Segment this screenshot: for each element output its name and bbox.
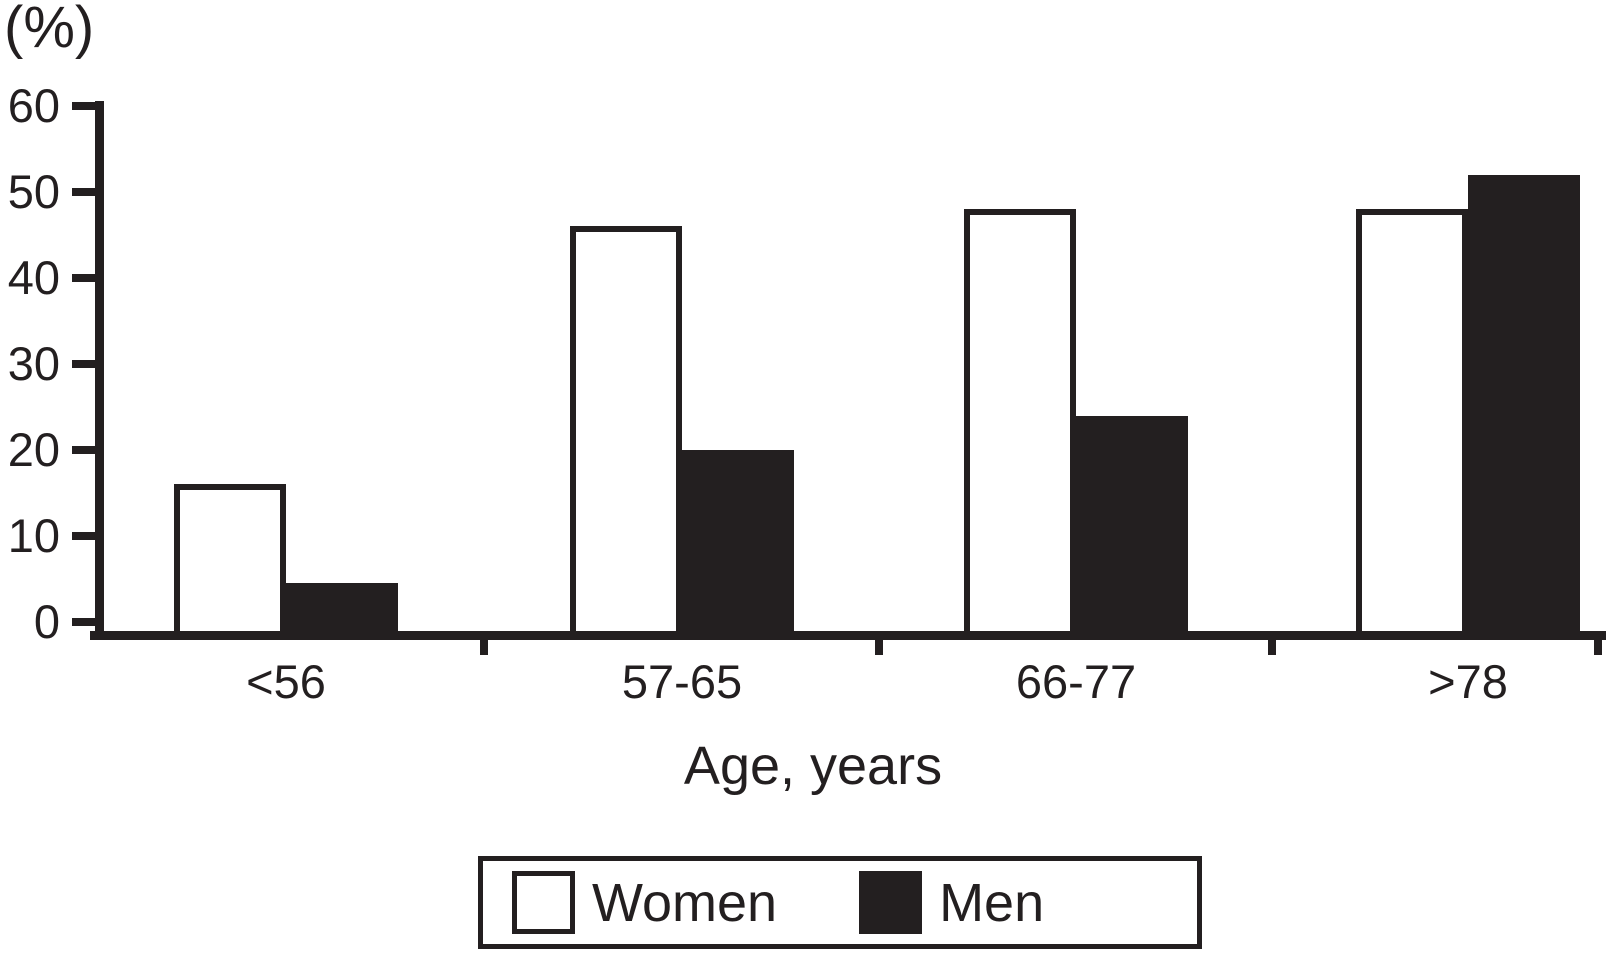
- bar-women-66-77: [964, 209, 1076, 638]
- x-category-label: 66-77: [1015, 655, 1137, 708]
- y-tick: [72, 188, 96, 196]
- y-tick: [72, 274, 96, 282]
- x-tick: [480, 634, 488, 655]
- y-tick-label: 30: [7, 337, 60, 390]
- bar-women->78: [1356, 209, 1468, 638]
- y-tick: [72, 102, 96, 110]
- bar-women-<56: [174, 484, 286, 638]
- legend-label-women: Women: [592, 872, 778, 933]
- y-tick-label: 40: [7, 251, 60, 304]
- bar-women-57-65: [570, 226, 682, 638]
- x-tick: [875, 634, 883, 655]
- y-tick: [72, 360, 96, 368]
- bar-men-57-65: [682, 450, 794, 638]
- y-tick-label: 60: [7, 79, 60, 132]
- legend-swatch-women: [512, 871, 575, 934]
- legend-label-men: Men: [939, 872, 1045, 933]
- y-tick-label: 0: [33, 595, 60, 648]
- x-tick: [1594, 634, 1602, 655]
- y-axis-line: [95, 101, 104, 640]
- y-tick-label: 50: [7, 165, 60, 218]
- bar-men-<56: [286, 583, 398, 638]
- x-category-label: >78: [1428, 655, 1508, 708]
- bar-men-66-77: [1076, 415, 1188, 638]
- y-tick: [72, 532, 96, 540]
- bar-men->78: [1468, 174, 1580, 638]
- legend-swatch-men: [859, 871, 923, 934]
- y-tick: [72, 618, 96, 626]
- y-tick: [72, 446, 96, 454]
- x-category-label: 57-65: [621, 655, 743, 708]
- x-category-label: <56: [246, 655, 326, 708]
- legend: Women Men: [478, 856, 1202, 949]
- y-axis-unit-label: (%): [4, 0, 95, 60]
- x-axis-title: Age, years: [683, 736, 943, 796]
- y-tick-label: 10: [7, 509, 60, 562]
- x-axis-line: [90, 631, 1606, 640]
- x-tick: [1268, 634, 1276, 655]
- y-tick-label: 20: [7, 423, 60, 476]
